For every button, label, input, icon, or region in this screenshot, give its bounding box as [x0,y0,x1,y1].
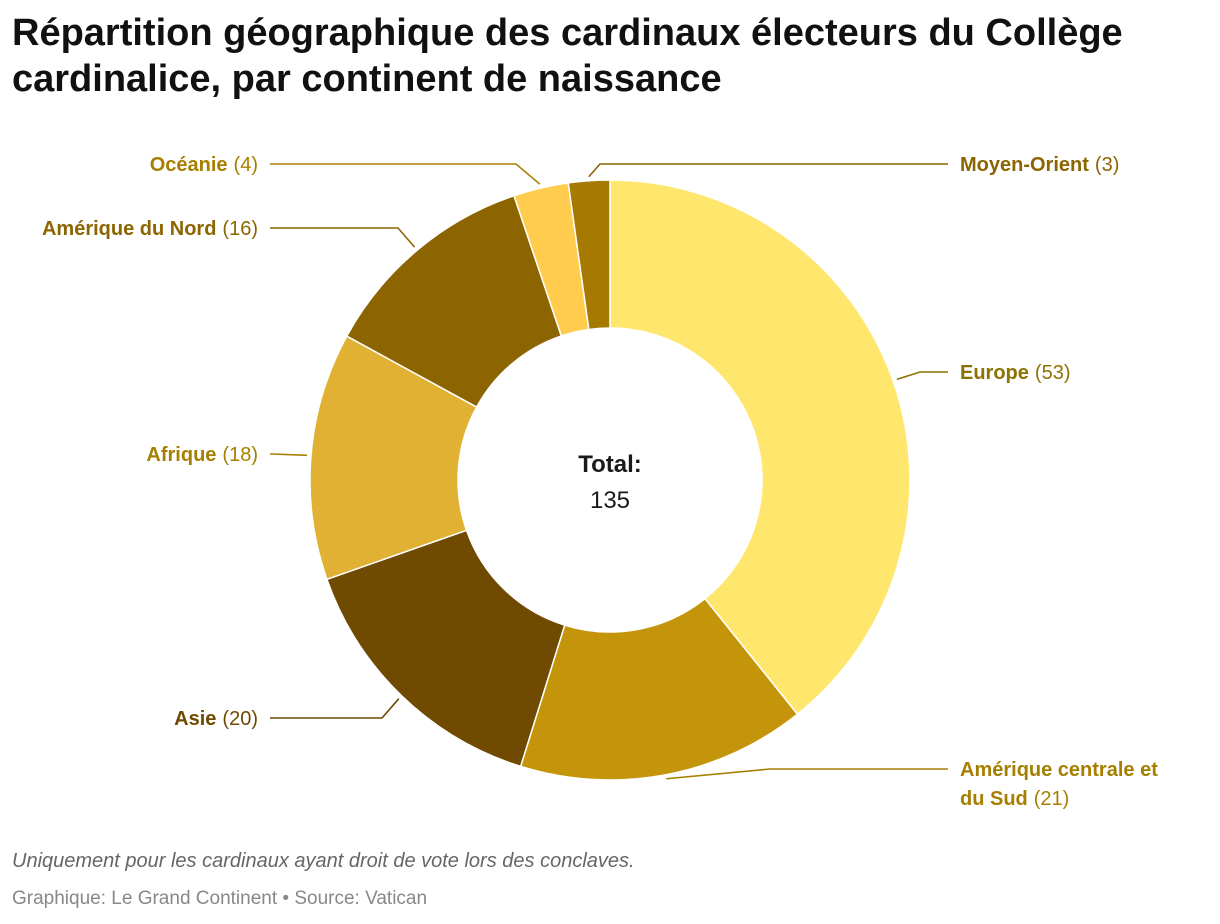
label-name: Amérique du Nord [42,218,216,240]
slice-europe [609,179,911,716]
label-oceanie: Océanie (4) [150,154,258,176]
leader-line-amerique-centrale-et-du-sud [666,768,948,780]
label-value: (3) [1095,154,1119,176]
label-europe: Europe (53) [960,362,1070,384]
label-value: (4) [234,154,258,176]
label-name: Océanie [150,154,228,176]
label-name: Afrique [146,444,216,466]
label-amerique-centrale-et-du-sud: Amérique centrale et du Sud (21) [960,759,1158,810]
slice-amerique-centrale-et-du-sud [519,597,799,781]
credit-separator: • [282,888,290,909]
leader-line-afrique [270,453,308,457]
donut-slices [309,179,911,781]
source-credit: Source: Vatican [294,888,428,909]
label-name: du Sud [960,788,1028,810]
label-asie: Asie (20) [174,708,258,730]
label-amerique-du-nord: Amérique du Nord (16) [42,218,258,240]
slice-afrique [309,335,478,581]
label-moyen-orient: Moyen-Orient (3) [960,154,1119,176]
label-name: Amérique centrale et [960,759,1158,781]
leader-line-moyen-orient [588,163,948,178]
graphic-credit: Graphique: Le Grand Continent [12,888,278,909]
label-afrique: Afrique (18) [146,444,258,466]
label-value: (18) [222,444,258,466]
label-name: Europe [960,362,1029,384]
credits-line: Graphique: Le Grand Continent • Source: … [12,888,427,910]
leader-line-oceanie [270,163,541,185]
label-value: (53) [1035,362,1071,384]
leader-line-amerique-du-nord [270,227,416,248]
slice-moyen-orient [567,179,611,331]
footnote: Uniquement pour les cardinaux ayant droi… [12,850,635,872]
chart-title: Répartition géographique des cardinaux é… [12,12,1123,100]
center-total-label: Total: [578,451,642,478]
slice-asie [325,529,566,768]
label-value: (16) [222,218,258,240]
center-total-value: 135 [590,487,630,514]
leader-line-asie [270,698,400,719]
slice-labels: Europe (53) Amérique centrale et du Sud (21)… [42,154,1158,810]
label-value: (20) [222,708,258,730]
label-value: (21) [1034,788,1070,810]
label-name: Moyen-Orient [960,154,1089,176]
leader-line-europe [896,371,948,381]
label-name: Asie [174,708,216,730]
label-leader-lines [270,163,948,780]
